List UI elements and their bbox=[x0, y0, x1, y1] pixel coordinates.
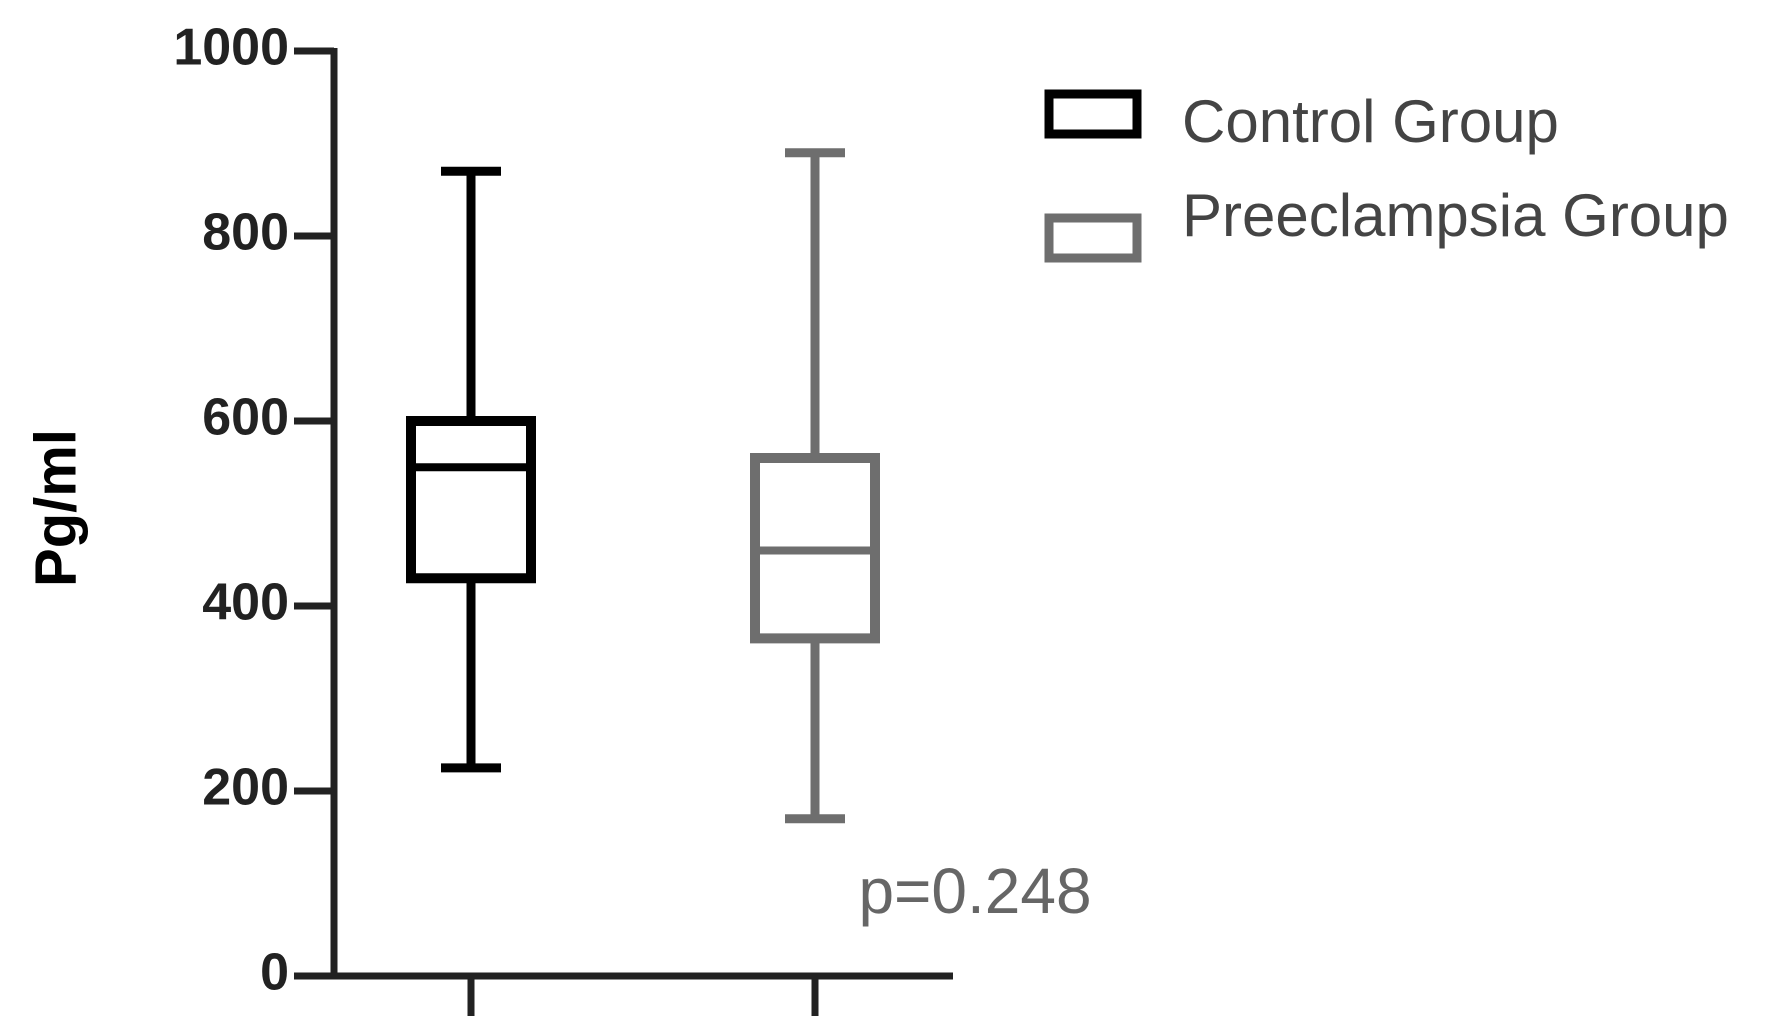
y-axis-label: Pg/ml bbox=[23, 429, 88, 587]
legend-label: Control Group bbox=[1182, 88, 1559, 155]
y-tick-label: 600 bbox=[202, 389, 289, 447]
legend-swatch bbox=[1044, 213, 1142, 263]
box bbox=[406, 416, 536, 584]
y-tick-label: 0 bbox=[260, 944, 289, 1002]
y-tick-label: 1000 bbox=[173, 19, 289, 77]
y-tick-label: 400 bbox=[202, 574, 289, 632]
annotation: p=0.248 bbox=[858, 855, 1091, 927]
legend-label: Preeclampsia Group bbox=[1182, 182, 1729, 249]
y-tick-label: 200 bbox=[202, 759, 289, 817]
y-tick-label: 800 bbox=[202, 204, 289, 262]
legend-swatch bbox=[1044, 89, 1142, 139]
